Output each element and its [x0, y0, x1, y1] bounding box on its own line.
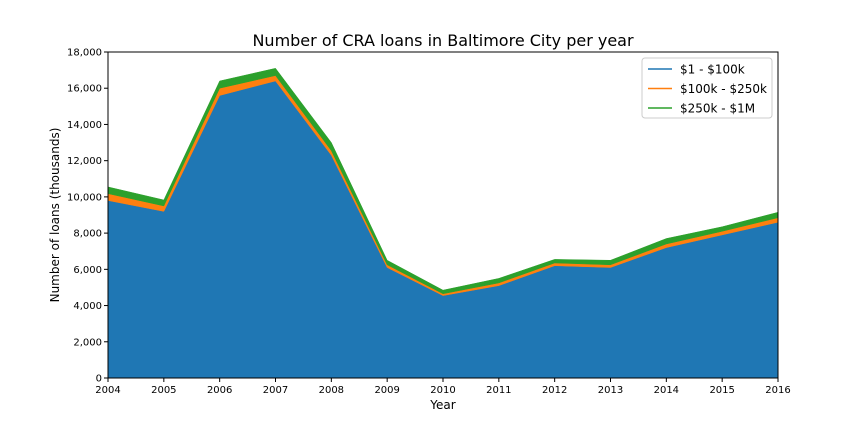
x-tick-label: 2016: [765, 385, 790, 396]
legend-label: $1 - $100k: [680, 63, 745, 77]
y-tick-label: 2,000: [73, 337, 102, 348]
x-tick-label: 2008: [319, 385, 344, 396]
legend-items: $1 - $100k $100k - $250k $250k - $1M: [648, 63, 767, 116]
x-tick-label: 2013: [598, 385, 623, 396]
legend-box: [641, 57, 773, 119]
x-tick-label: 2014: [654, 385, 679, 396]
legend: $1 - $100k $100k - $250k $250k - $1M: [641, 57, 773, 119]
x-tick-label: 2009: [374, 385, 399, 396]
y-tick-label: 4,000: [73, 301, 102, 312]
y-tick-label: 18,000: [67, 48, 102, 59]
y-tick-label: 8,000: [73, 229, 102, 240]
y-axis-label: Number of loans (thousands): [48, 128, 62, 303]
x-axis-label: Year: [429, 398, 455, 412]
y-tick-label: 16,000: [67, 84, 102, 95]
legend-label: $100k - $250k: [680, 82, 767, 96]
x-tick-label: 2007: [263, 385, 288, 396]
x-tick-label: 2004: [95, 385, 120, 396]
y-tick-label: 14,000: [67, 120, 102, 131]
x-tick-label: 2015: [709, 385, 734, 396]
x-tick-label: 2005: [151, 385, 176, 396]
legend-label: $250k - $1M: [680, 102, 755, 116]
y-tick-label: 0: [96, 374, 102, 385]
y-axis: 0 2,000 4,000 6,000 8,000 10,000 12,000 14,000 1…: [67, 48, 108, 385]
x-tick-label: 2011: [486, 385, 511, 396]
x-axis: 2004 2005 2006 2007 2008 2009 2010 2011 2012 2013…: [95, 378, 791, 396]
x-tick-label: 2010: [430, 385, 455, 396]
y-tick-label: 12,000: [67, 156, 102, 167]
y-tick-label: 6,000: [73, 265, 102, 276]
chart-title: Number of CRA loans in Baltimore City pe…: [252, 31, 634, 50]
x-tick-label: 2006: [207, 385, 232, 396]
x-tick-label: 2012: [542, 385, 567, 396]
y-tick-label: 10,000: [67, 192, 102, 203]
